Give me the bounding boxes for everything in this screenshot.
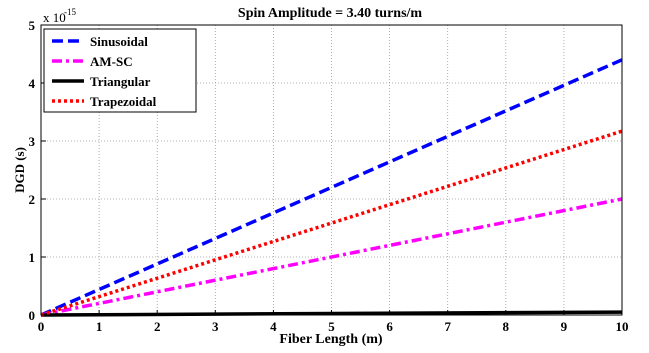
y-axis-multiplier-exponent: -15 — [64, 7, 76, 17]
y-tick-label: 3 — [29, 134, 36, 149]
x-tick-label: 6 — [386, 319, 393, 334]
chart-title: Spin Amplitude = 3.40 turns/m — [238, 6, 423, 21]
x-tick-label: 9 — [561, 319, 568, 334]
y-tick-label: 5 — [29, 18, 36, 33]
y-axis-label: DGD (s) — [12, 147, 27, 193]
legend-label: Triangular — [90, 74, 151, 89]
y-tick-label: 1 — [29, 250, 36, 265]
legend-label: Sinusoidal — [90, 34, 148, 49]
y-tick-label: 0 — [29, 308, 36, 323]
y-tick-label: 4 — [29, 76, 36, 91]
x-tick-label: 2 — [154, 319, 161, 334]
x-tick-label: 8 — [503, 319, 510, 334]
series-line-sinusoidal — [40, 58, 623, 317]
x-tick-label: 5 — [328, 319, 335, 334]
legend-label: AM-SC — [90, 54, 133, 69]
x-axis-ticks: 0 1 2 3 4 5 6 7 8 9 10 — [38, 310, 629, 334]
y-axis-ticks: 0 1 2 3 4 5 — [29, 18, 46, 323]
y-tick-label: 2 — [29, 192, 36, 207]
x-tick-label: 3 — [212, 319, 219, 334]
grid — [41, 25, 622, 315]
x-tick-label: 4 — [270, 319, 277, 334]
legend: Sinusoidal AM-SC Triangular Trapezoidal — [43, 28, 197, 113]
x-tick-label: 10 — [616, 319, 629, 334]
x-tick-label: 0 — [38, 319, 45, 334]
series-line-am-sc — [40, 197, 623, 317]
y-axis-multiplier: x 10 -15 — [43, 7, 76, 25]
x-tick-label: 7 — [444, 319, 451, 334]
x-axis-label: Fiber Length (m) — [279, 332, 383, 347]
y-axis-multiplier-base: x 10 — [43, 10, 66, 25]
x-tick-label: 1 — [96, 319, 103, 334]
legend-label: Trapezoidal — [90, 94, 157, 109]
legend-box — [43, 28, 197, 113]
